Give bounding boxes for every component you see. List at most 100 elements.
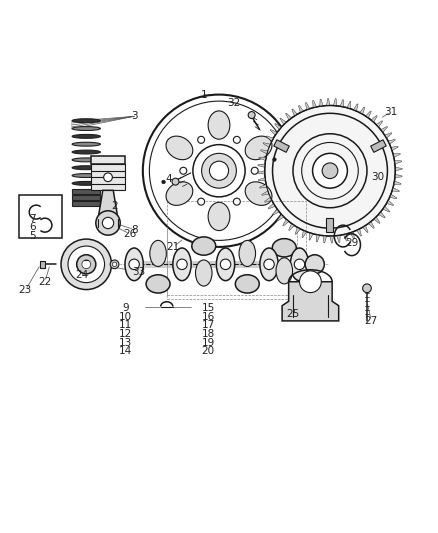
Polygon shape <box>366 111 371 118</box>
Polygon shape <box>292 109 297 116</box>
Text: 29: 29 <box>345 238 358 247</box>
Text: 2: 2 <box>111 200 118 211</box>
Circle shape <box>313 154 347 188</box>
Circle shape <box>129 259 139 270</box>
Polygon shape <box>385 133 392 138</box>
Ellipse shape <box>195 260 212 286</box>
Polygon shape <box>283 219 289 226</box>
Circle shape <box>177 259 187 270</box>
Polygon shape <box>258 164 265 167</box>
Polygon shape <box>386 200 394 206</box>
Polygon shape <box>320 99 323 106</box>
Circle shape <box>198 198 205 205</box>
Polygon shape <box>261 150 268 154</box>
Text: 32: 32 <box>228 98 241 108</box>
Polygon shape <box>258 177 265 181</box>
Circle shape <box>265 106 395 236</box>
Text: 26: 26 <box>123 229 136 239</box>
Ellipse shape <box>192 237 216 255</box>
Text: 18: 18 <box>201 329 215 339</box>
Bar <box>72 189 100 194</box>
Ellipse shape <box>72 126 100 131</box>
Polygon shape <box>360 107 365 114</box>
Circle shape <box>294 259 305 270</box>
Text: 25: 25 <box>286 309 300 319</box>
Ellipse shape <box>216 248 235 281</box>
Text: 4: 4 <box>166 174 172 184</box>
Text: 24: 24 <box>75 270 88 280</box>
Bar <box>326 218 333 232</box>
Polygon shape <box>286 113 292 120</box>
Circle shape <box>193 144 245 197</box>
Ellipse shape <box>72 174 100 177</box>
Circle shape <box>102 217 114 229</box>
Polygon shape <box>265 197 272 202</box>
Polygon shape <box>266 136 273 141</box>
Text: 10: 10 <box>119 312 132 321</box>
Polygon shape <box>323 236 327 243</box>
Polygon shape <box>395 174 402 177</box>
Polygon shape <box>270 130 277 135</box>
Bar <box>19 195 62 238</box>
Text: 30: 30 <box>371 172 385 182</box>
Bar <box>72 195 100 200</box>
Ellipse shape <box>245 182 272 205</box>
Polygon shape <box>388 139 396 144</box>
Circle shape <box>273 158 276 161</box>
Polygon shape <box>394 181 401 184</box>
Polygon shape <box>353 104 358 111</box>
Bar <box>371 140 386 152</box>
Polygon shape <box>259 157 266 160</box>
Polygon shape <box>289 223 294 231</box>
Circle shape <box>305 255 324 274</box>
Circle shape <box>113 262 117 266</box>
Text: 9: 9 <box>122 303 129 313</box>
Polygon shape <box>391 146 398 151</box>
Ellipse shape <box>166 136 193 160</box>
Ellipse shape <box>72 158 100 162</box>
Ellipse shape <box>72 150 100 154</box>
Polygon shape <box>381 126 388 132</box>
Polygon shape <box>371 116 377 122</box>
Polygon shape <box>340 100 343 107</box>
Ellipse shape <box>72 119 100 123</box>
Text: 21: 21 <box>167 242 180 252</box>
Bar <box>72 201 100 206</box>
Ellipse shape <box>239 240 255 266</box>
Text: 8: 8 <box>131 224 138 235</box>
Ellipse shape <box>72 142 100 146</box>
Ellipse shape <box>290 248 309 281</box>
Ellipse shape <box>125 248 143 281</box>
Circle shape <box>143 94 295 247</box>
Text: 13: 13 <box>119 338 132 348</box>
Polygon shape <box>295 227 300 235</box>
Polygon shape <box>383 206 390 212</box>
Polygon shape <box>298 106 304 112</box>
Ellipse shape <box>72 181 100 185</box>
Ellipse shape <box>276 258 293 284</box>
Circle shape <box>104 173 113 182</box>
Polygon shape <box>275 124 282 130</box>
Circle shape <box>300 271 321 293</box>
Polygon shape <box>390 194 397 199</box>
Polygon shape <box>268 204 275 209</box>
Polygon shape <box>333 99 337 106</box>
Circle shape <box>201 154 237 188</box>
Polygon shape <box>263 143 270 147</box>
Polygon shape <box>316 235 320 242</box>
Text: 11: 11 <box>119 320 132 330</box>
Polygon shape <box>99 190 117 216</box>
Polygon shape <box>262 191 269 195</box>
Circle shape <box>220 259 231 270</box>
Circle shape <box>233 136 240 143</box>
Ellipse shape <box>173 248 191 281</box>
Ellipse shape <box>272 239 296 257</box>
Polygon shape <box>343 234 347 241</box>
Circle shape <box>162 180 165 184</box>
Polygon shape <box>350 232 354 239</box>
Ellipse shape <box>208 203 230 231</box>
Polygon shape <box>337 235 340 243</box>
Polygon shape <box>260 184 267 188</box>
Polygon shape <box>378 212 385 218</box>
Polygon shape <box>258 171 265 174</box>
